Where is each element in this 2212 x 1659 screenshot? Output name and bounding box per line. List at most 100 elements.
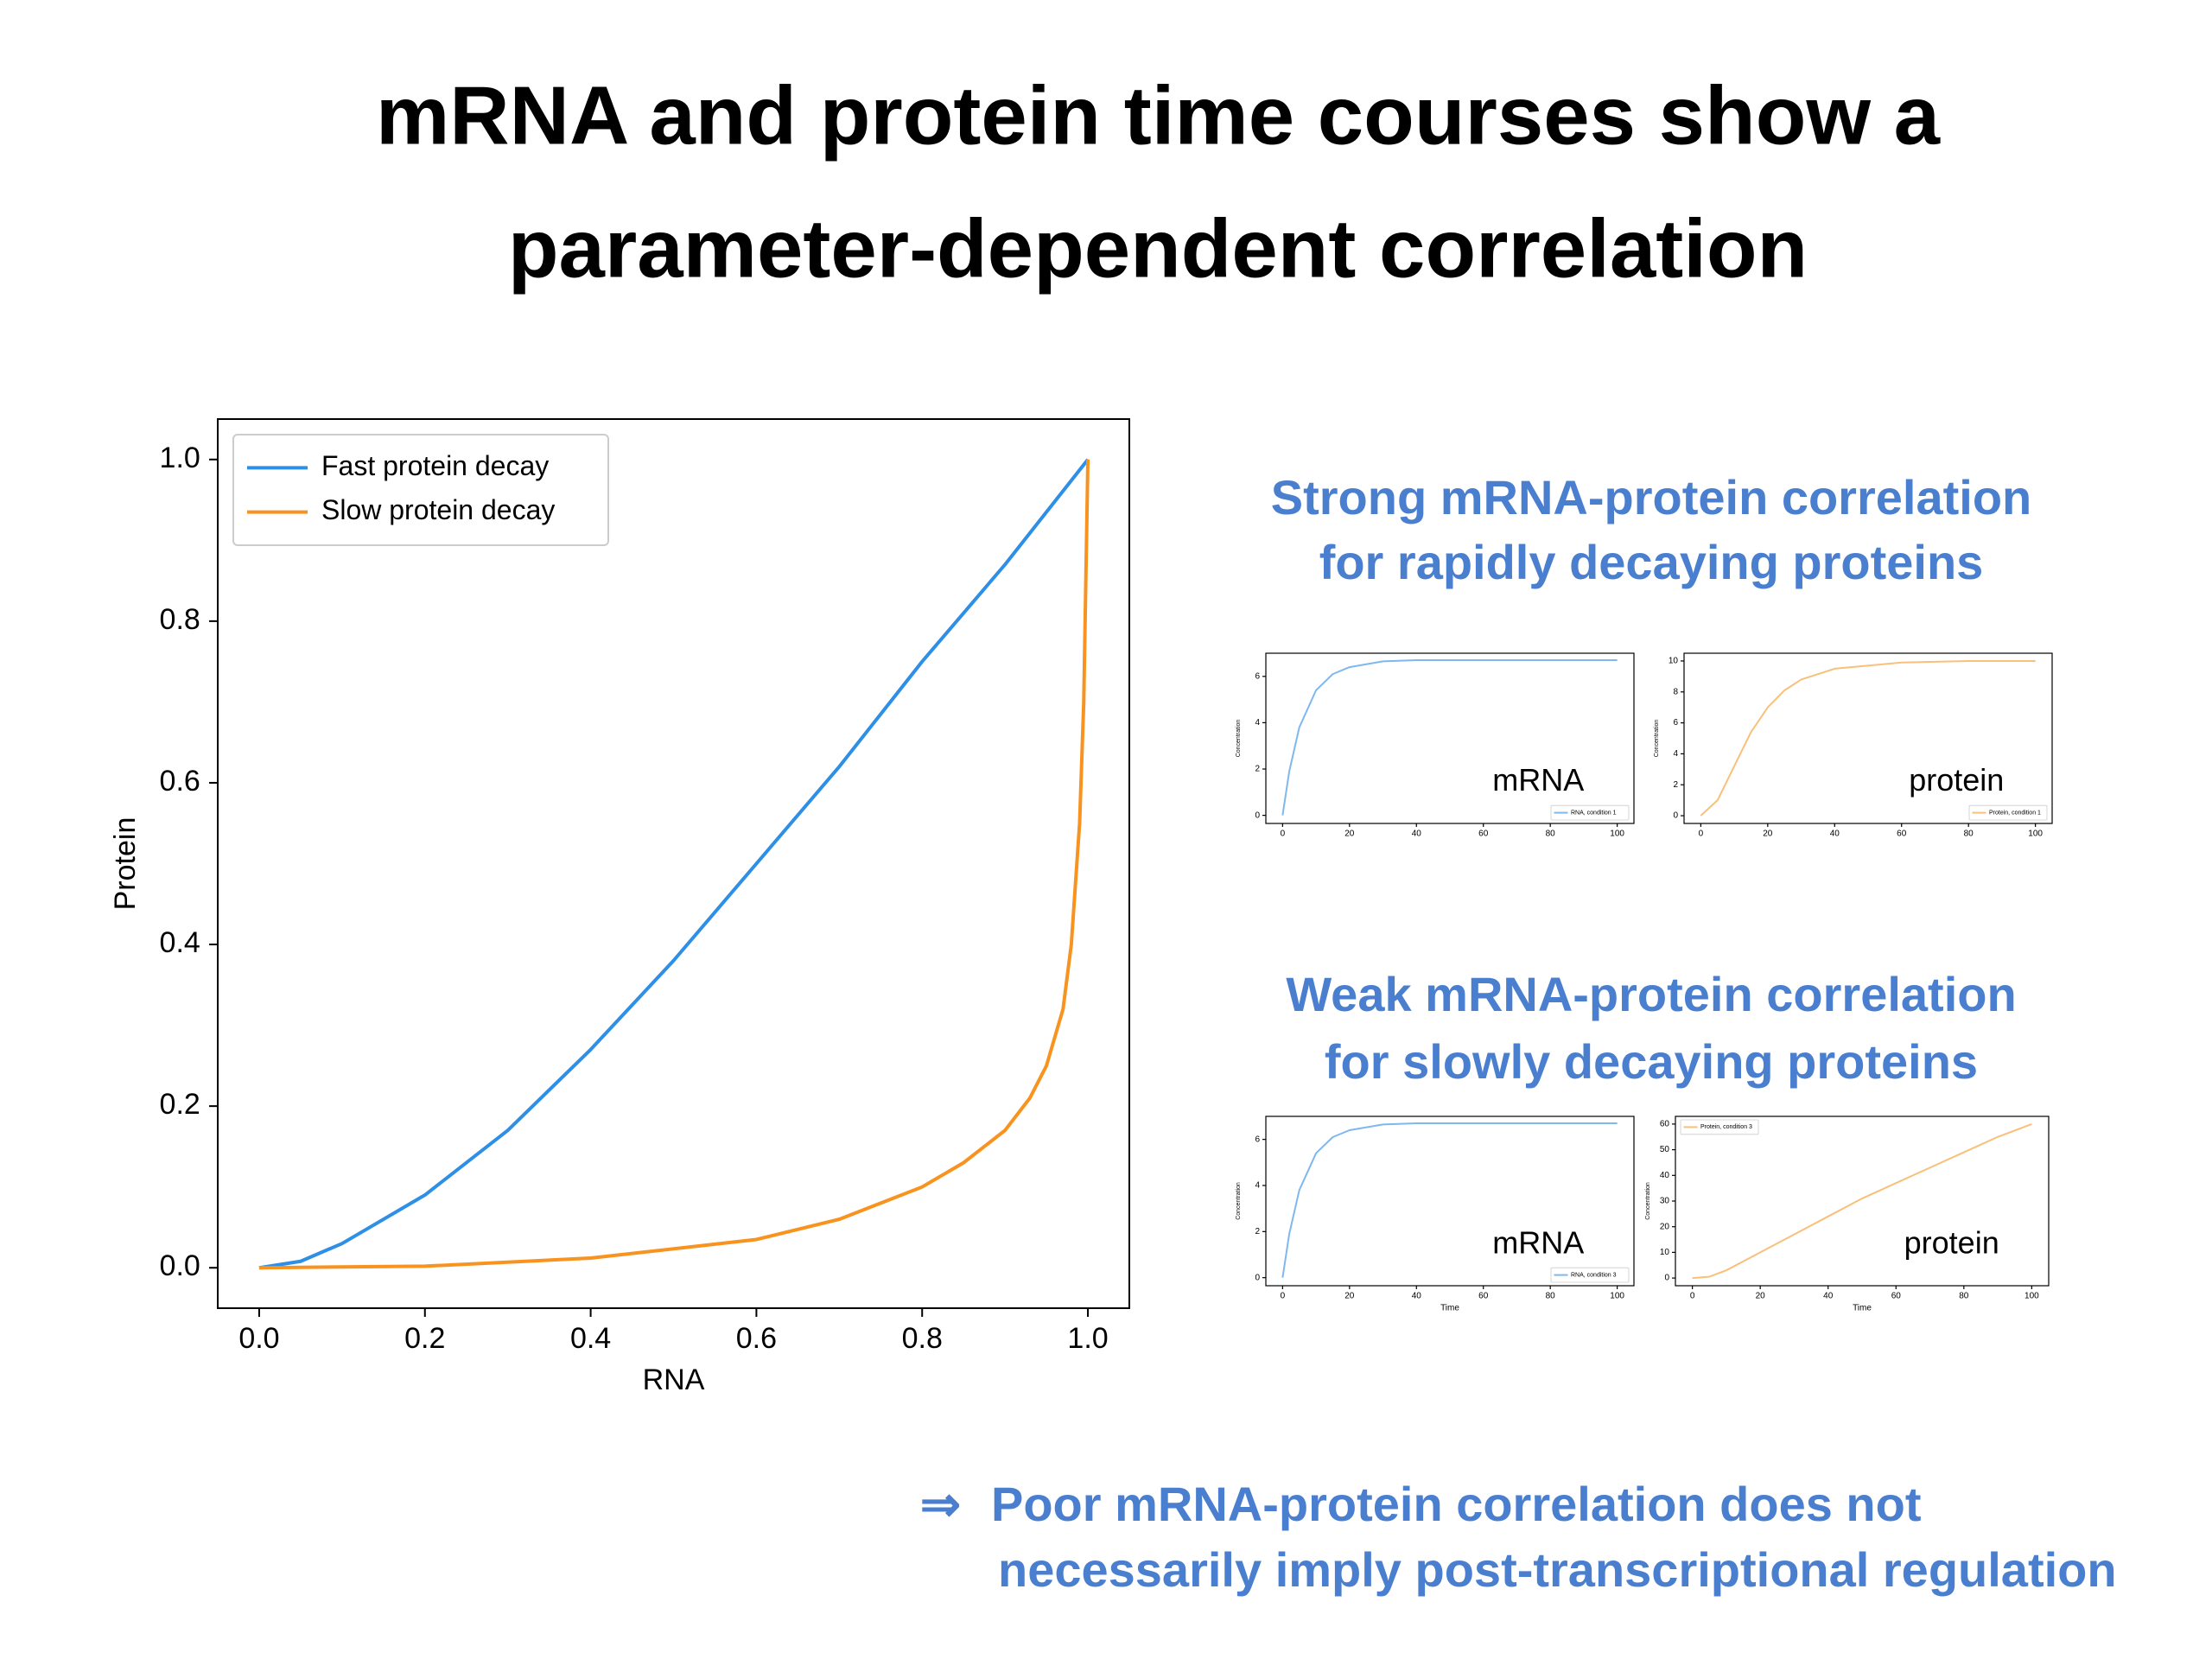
y-tick-label: 2 <box>1673 780 1678 790</box>
arrow: ⇒ <box>920 1477 961 1531</box>
legend-box <box>232 434 609 546</box>
x-tick-label: 20 <box>1756 1292 1766 1301</box>
x-axis-label: RNA <box>643 1363 705 1396</box>
plot-frame <box>1265 1116 1635 1287</box>
x-tick-label: 0 <box>1699 830 1704 839</box>
plot-frame <box>1675 1116 2050 1287</box>
x-axis-label: Time <box>1440 1304 1459 1313</box>
x-tick-label: 60 <box>1478 830 1489 839</box>
data-line <box>1692 1122 2032 1280</box>
legend-label: Fast protein decay <box>321 450 549 481</box>
y-tick-label: 10 <box>1669 657 1679 666</box>
y-tick-label: 0 <box>1255 1273 1260 1282</box>
legend-label: Protein, condition 1 <box>1989 810 2041 816</box>
data-line <box>258 458 1090 1270</box>
y-tick-label: 4 <box>1673 749 1678 759</box>
y-tick-label: 0.6 <box>160 765 200 798</box>
y-tick-label: 30 <box>1660 1197 1670 1206</box>
y-tick-label: 50 <box>1660 1145 1670 1154</box>
data-line <box>1281 1122 1618 1278</box>
x-tick-label: 0 <box>1281 1292 1286 1301</box>
caption: for slowly decaying proteins <box>1325 1034 1978 1089</box>
y-tick-label: 8 <box>1673 687 1678 696</box>
x-tick-label: 60 <box>1891 1292 1902 1301</box>
annotation: mRNA <box>1492 1224 1584 1260</box>
y-tick-label: 20 <box>1660 1222 1670 1231</box>
data-line <box>258 459 1090 1270</box>
x-tick-label: 100 <box>2028 830 2043 839</box>
x-tick-label: 40 <box>1823 1292 1834 1301</box>
x-tick-label: 100 <box>1610 1292 1624 1301</box>
conclusion: Poor mRNA-protein correlation does not <box>991 1477 1922 1531</box>
legend-box <box>1680 1119 1759 1135</box>
conclusion: necessarily imply post-transcriptional r… <box>998 1542 2117 1597</box>
x-tick-label: 40 <box>1412 830 1422 839</box>
x-tick-label: 0.4 <box>570 1322 611 1355</box>
x-tick-label: 40 <box>1830 830 1840 839</box>
legend-box <box>1550 1267 1630 1283</box>
annotation: protein <box>1904 1224 1999 1260</box>
y-tick-label: 0.0 <box>160 1249 200 1282</box>
x-tick-label: 40 <box>1412 1292 1422 1301</box>
caption: for rapidly decaying proteins <box>1319 535 1984 589</box>
plot-frame <box>1265 652 1635 824</box>
x-tick-label: 20 <box>1344 830 1355 839</box>
legend-label: Slow protein decay <box>321 494 555 525</box>
y-tick-label: 0.8 <box>160 603 200 636</box>
slide-title: mRNA and protein time courses show a <box>376 69 1941 162</box>
x-tick-label: 0.2 <box>404 1322 445 1355</box>
y-tick-label: 0 <box>1673 811 1678 821</box>
x-tick-label: 0.8 <box>902 1322 943 1355</box>
y-axis-label: Protein <box>109 817 142 911</box>
legend-label: RNA, condition 1 <box>1571 810 1617 816</box>
y-tick-label: 0 <box>1255 810 1260 820</box>
y-tick-label: 0 <box>1664 1274 1669 1283</box>
x-tick-label: 20 <box>1763 830 1773 839</box>
x-tick-label: 0 <box>1281 830 1286 839</box>
y-tick-label: 6 <box>1255 671 1260 681</box>
y-axis-label: Concentration <box>1236 1182 1242 1220</box>
annotation: protein <box>1909 762 2004 798</box>
x-tick-label: 100 <box>1610 830 1624 839</box>
caption: Weak mRNA-protein correlation <box>1286 967 2016 1021</box>
annotation: mRNA <box>1492 762 1584 798</box>
x-tick-label: 60 <box>1897 830 1907 839</box>
x-tick-label: 0.6 <box>736 1322 777 1355</box>
x-tick-label: 20 <box>1344 1292 1355 1301</box>
data-line <box>1281 659 1618 816</box>
plot-frame <box>217 418 1130 1309</box>
y-tick-label: 6 <box>1255 1135 1260 1144</box>
y-tick-label: 60 <box>1660 1120 1670 1129</box>
y-tick-label: 40 <box>1660 1171 1670 1180</box>
x-tick-label: 80 <box>1546 1292 1556 1301</box>
x-tick-label: 60 <box>1478 1292 1489 1301</box>
slide-title: parameter-dependent correlation <box>508 202 1808 295</box>
y-tick-label: 1.0 <box>160 442 200 474</box>
x-tick-label: 0.0 <box>238 1322 279 1355</box>
legend-label: RNA, condition 3 <box>1571 1272 1617 1278</box>
x-tick-label: 80 <box>1964 830 1974 839</box>
x-tick-label: 0 <box>1690 1292 1695 1301</box>
y-tick-label: 0.4 <box>160 926 200 959</box>
y-tick-label: 4 <box>1255 718 1260 728</box>
legend-label: Protein, condition 3 <box>1700 1124 1752 1130</box>
y-axis-label: Concentration <box>1645 1182 1651 1220</box>
y-tick-label: 10 <box>1660 1248 1670 1257</box>
y-tick-label: 2 <box>1255 1227 1260 1236</box>
caption: Strong mRNA-protein correlation <box>1271 470 2031 524</box>
plot-frame <box>1683 652 2053 824</box>
y-tick-label: 6 <box>1673 718 1678 728</box>
y-tick-label: 4 <box>1255 1181 1260 1191</box>
y-tick-label: 2 <box>1255 765 1260 774</box>
y-tick-label: 0.2 <box>160 1088 200 1121</box>
x-tick-label: 80 <box>1546 830 1556 839</box>
data-line <box>1700 659 2036 817</box>
x-tick-label: 100 <box>2024 1292 2039 1301</box>
x-tick-label: 80 <box>1959 1292 1969 1301</box>
legend-box <box>1550 804 1630 821</box>
legend-box <box>1968 804 2048 821</box>
x-axis-label: Time <box>1853 1304 1872 1313</box>
y-axis-label: Concentration <box>1654 720 1660 758</box>
